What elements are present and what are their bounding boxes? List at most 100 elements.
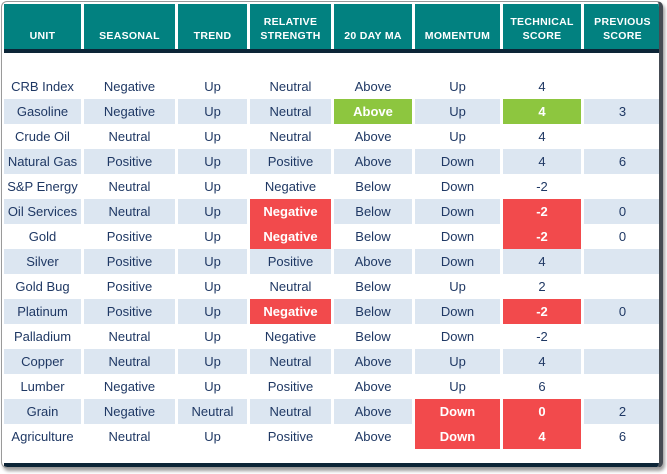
cell-previous-score (584, 349, 659, 374)
cell-unit: CRB Index (4, 74, 81, 99)
cell-technical-score: 0 (503, 399, 581, 424)
cell-unit: S&P Energy (4, 174, 81, 199)
cell-trend: Up (178, 349, 247, 374)
cell-unit: Gasoline (4, 99, 81, 124)
column-header-momentum: MOMENTUM (415, 4, 500, 49)
cell-seasonal: Positive (84, 299, 175, 324)
cell-20-day-ma: Above (334, 349, 412, 374)
technical-score-table: UNIT SEASONAL TREND RELATIVE STRENGTH 20… (4, 4, 659, 467)
table-row: Crude Oil Neutral Up Neutral Above Up 4 (4, 124, 659, 149)
cell-momentum: Down (415, 174, 500, 199)
column-header-technical-score: TECHNICAL SCORE (503, 4, 581, 49)
empty-row-top (4, 53, 659, 74)
table-row: Palladium Neutral Up Negative Below Down… (4, 324, 659, 349)
cell-seasonal: Negative (84, 374, 175, 399)
cell-previous-score: 3 (584, 99, 659, 124)
cell-unit: Oil Services (4, 199, 81, 224)
table-row: Platinum Positive Up Negative Below Down… (4, 299, 659, 324)
cell-momentum: Down (415, 149, 500, 174)
cell-trend: Up (178, 424, 247, 449)
cell-relative-strength: Positive (250, 249, 331, 274)
cell-relative-strength: Negative (250, 199, 331, 224)
table-row: Gasoline Negative Up Neutral Above Up 4 … (4, 99, 659, 124)
cell-seasonal: Positive (84, 224, 175, 249)
cell-seasonal: Positive (84, 274, 175, 299)
cell-previous-score (584, 324, 659, 349)
table-row: Agriculture Neutral Up Positive Above Do… (4, 424, 659, 449)
cell-previous-score: 0 (584, 199, 659, 224)
column-header-seasonal: SEASONAL (84, 4, 175, 49)
cell-previous-score (584, 274, 659, 299)
cell-technical-score: -2 (503, 299, 581, 324)
cell-relative-strength: Negative (250, 224, 331, 249)
cell-20-day-ma: Above (334, 99, 412, 124)
screenshot-frame: UNIT SEASONAL TREND RELATIVE STRENGTH 20… (1, 1, 663, 468)
cell-momentum: Down (415, 299, 500, 324)
table-row: S&P Energy Neutral Up Negative Below Dow… (4, 174, 659, 199)
column-header-trend: TREND (178, 4, 247, 49)
cell-momentum: Down (415, 199, 500, 224)
cell-unit: Silver (4, 249, 81, 274)
cell-technical-score: 4 (503, 99, 581, 124)
cell-momentum: Down (415, 324, 500, 349)
cell-20-day-ma: Below (334, 324, 412, 349)
cell-relative-strength: Neutral (250, 74, 331, 99)
cell-relative-strength: Neutral (250, 124, 331, 149)
cell-trend: Up (178, 274, 247, 299)
cell-previous-score (584, 249, 659, 274)
table-row: Copper Neutral Up Neutral Above Up 4 (4, 349, 659, 374)
cell-momentum: Down (415, 224, 500, 249)
cell-technical-score: 4 (503, 424, 581, 449)
cell-relative-strength: Negative (250, 324, 331, 349)
cell-trend: Up (178, 124, 247, 149)
cell-unit: Crude Oil (4, 124, 81, 149)
column-header-relative-strength: RELATIVE STRENGTH (250, 4, 331, 49)
cell-technical-score: -2 (503, 224, 581, 249)
cell-relative-strength: Positive (250, 149, 331, 174)
cell-trend: Neutral (178, 399, 247, 424)
cell-seasonal: Negative (84, 399, 175, 424)
cell-technical-score: 6 (503, 374, 581, 399)
cell-unit: Platinum (4, 299, 81, 324)
cell-previous-score: 0 (584, 224, 659, 249)
cell-20-day-ma: Below (334, 299, 412, 324)
cell-technical-score: 2 (503, 274, 581, 299)
cell-20-day-ma: Below (334, 174, 412, 199)
cell-seasonal: Positive (84, 149, 175, 174)
cell-momentum: Up (415, 374, 500, 399)
cell-20-day-ma: Above (334, 374, 412, 399)
cell-trend: Up (178, 99, 247, 124)
cell-previous-score: 6 (584, 424, 659, 449)
cell-seasonal: Neutral (84, 349, 175, 374)
cell-relative-strength: Neutral (250, 399, 331, 424)
cell-technical-score: 4 (503, 149, 581, 174)
cell-seasonal: Neutral (84, 424, 175, 449)
cell-20-day-ma: Below (334, 224, 412, 249)
header-divider-line (4, 49, 659, 53)
empty-row-bottom (4, 449, 659, 463)
cell-relative-strength: Negative (250, 174, 331, 199)
table-row: Silver Positive Up Positive Above Down 4 (4, 249, 659, 274)
cell-momentum: Up (415, 124, 500, 149)
cell-seasonal: Neutral (84, 324, 175, 349)
cell-previous-score (584, 174, 659, 199)
cell-momentum: Down (415, 424, 500, 449)
cell-20-day-ma: Below (334, 274, 412, 299)
cell-unit: Gold (4, 224, 81, 249)
cell-20-day-ma: Above (334, 424, 412, 449)
table-row: Natural Gas Positive Up Positive Above D… (4, 149, 659, 174)
cell-unit: Gold Bug (4, 274, 81, 299)
cell-unit: Palladium (4, 324, 81, 349)
cell-seasonal: Neutral (84, 174, 175, 199)
cell-previous-score: 0 (584, 299, 659, 324)
cell-20-day-ma: Above (334, 149, 412, 174)
cell-seasonal: Negative (84, 99, 175, 124)
cell-trend: Up (178, 174, 247, 199)
column-header-previous-score: PREVIOUS SCORE (584, 4, 659, 49)
cell-relative-strength: Neutral (250, 274, 331, 299)
cell-seasonal: Positive (84, 249, 175, 274)
cell-unit: Lumber (4, 374, 81, 399)
cell-technical-score: 4 (503, 249, 581, 274)
cell-trend: Up (178, 299, 247, 324)
cell-momentum: Down (415, 249, 500, 274)
